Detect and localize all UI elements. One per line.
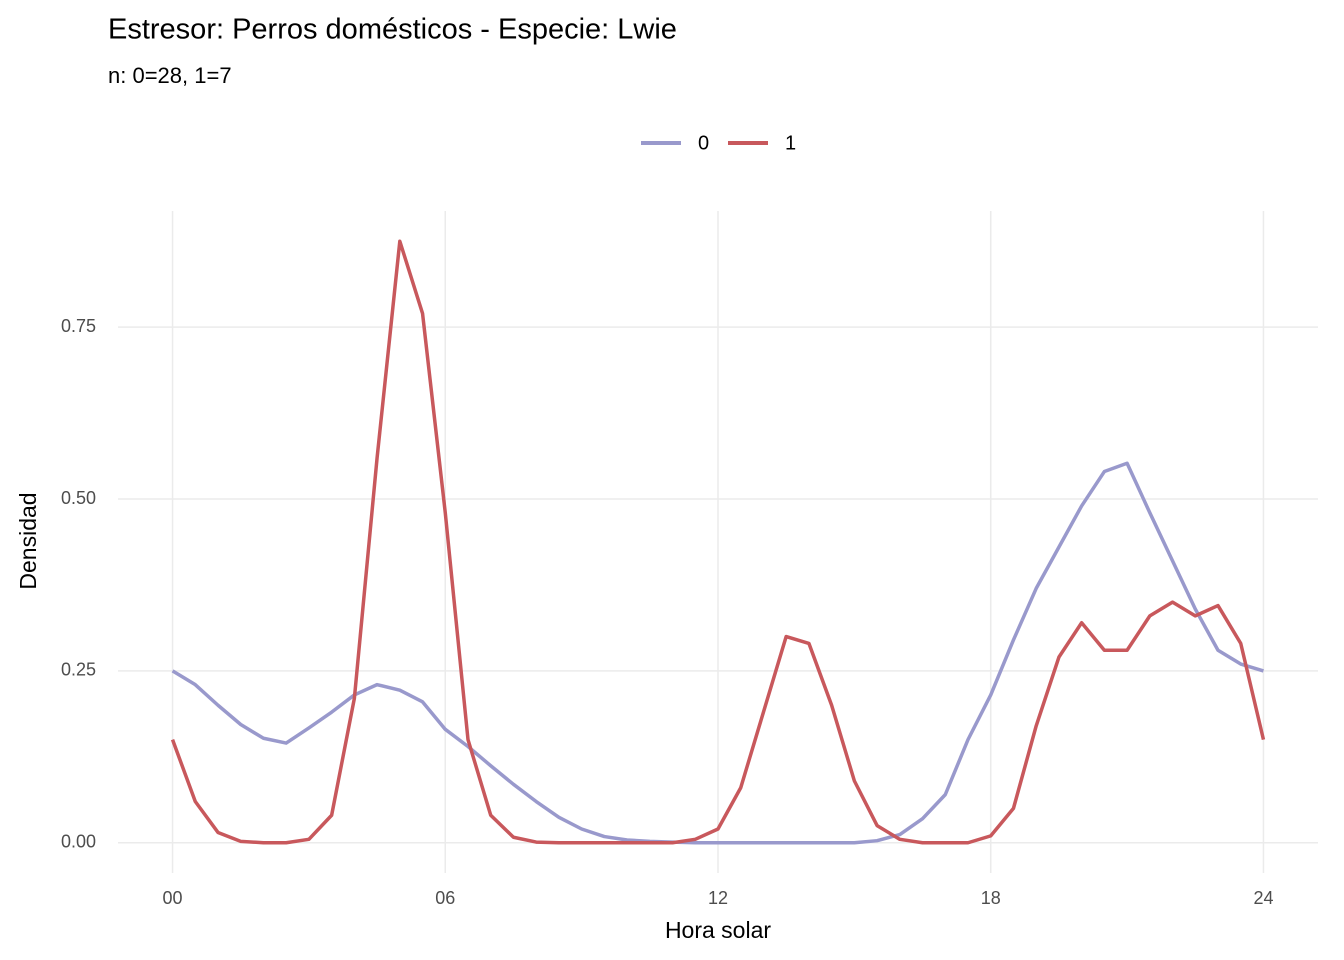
y-tick-label: 0.50 bbox=[61, 488, 96, 508]
x-tick-label: 12 bbox=[708, 888, 728, 908]
x-tick-label: 24 bbox=[1253, 888, 1273, 908]
x-axis-title: Hora solar bbox=[665, 917, 771, 943]
y-axis-title: Densidad bbox=[15, 492, 41, 589]
legend-label: 1 bbox=[785, 132, 796, 154]
y-tick-label: 0.25 bbox=[61, 660, 96, 680]
x-tick-label: 18 bbox=[981, 888, 1001, 908]
chart-title: Estresor: Perros domésticos - Especie: L… bbox=[108, 14, 677, 46]
line-series bbox=[170, 239, 1266, 845]
chart-subtitle: n: 0=28, 1=7 bbox=[108, 63, 232, 88]
legend-label: 0 bbox=[698, 132, 709, 154]
x-tick-label: 00 bbox=[163, 888, 183, 908]
y-tick-label: 0.00 bbox=[61, 832, 96, 852]
y-tick-label: 0.75 bbox=[61, 316, 96, 336]
x-tick-label: 06 bbox=[435, 888, 455, 908]
grid bbox=[118, 211, 1318, 873]
